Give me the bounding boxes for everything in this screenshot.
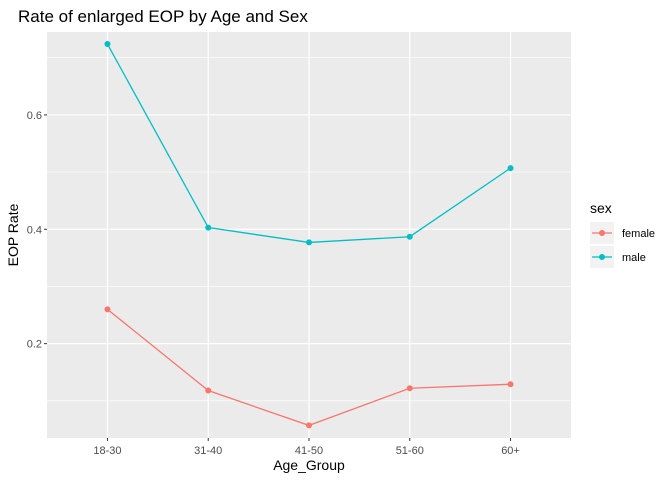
data-point-male: [507, 165, 514, 172]
data-point-male: [406, 233, 413, 240]
y-tick-label: 0.4: [27, 224, 42, 236]
y-tick-label: 0.6: [27, 110, 42, 122]
x-tick-label: 41-50: [295, 445, 323, 457]
data-point-female: [406, 385, 413, 392]
legend-key-point: [599, 230, 605, 236]
data-point-female: [306, 422, 312, 429]
data-point-male: [306, 239, 312, 246]
x-tick-label: 18-30: [93, 445, 121, 457]
legend: sex female male: [590, 200, 655, 268]
data-point-female: [205, 387, 212, 394]
x-tick-label: 31-40: [194, 445, 222, 457]
x-axis: 18-30 31-40 41-50 51-60 60+: [93, 438, 520, 457]
legend-title: sex: [590, 200, 612, 216]
legend-key-point: [599, 254, 605, 260]
data-point-female: [507, 381, 514, 388]
data-point-male: [205, 224, 212, 231]
x-tick-label: 60+: [501, 445, 520, 457]
x-tick-label: 51-60: [396, 445, 424, 457]
y-axis: 0.2 0.4 0.6: [27, 110, 47, 351]
data-point-male: [104, 41, 111, 48]
series-layer: [104, 41, 514, 429]
legend-label-female: female: [622, 228, 655, 240]
legend-label-male: male: [622, 252, 646, 264]
x-axis-title: Age_Group: [273, 457, 345, 473]
y-tick-label: 0.2: [27, 339, 42, 351]
y-axis-title: EOP Rate: [5, 203, 21, 266]
data-point-female: [104, 306, 111, 313]
chart-title: Rate of enlarged EOP by Age and Sex: [18, 7, 308, 26]
